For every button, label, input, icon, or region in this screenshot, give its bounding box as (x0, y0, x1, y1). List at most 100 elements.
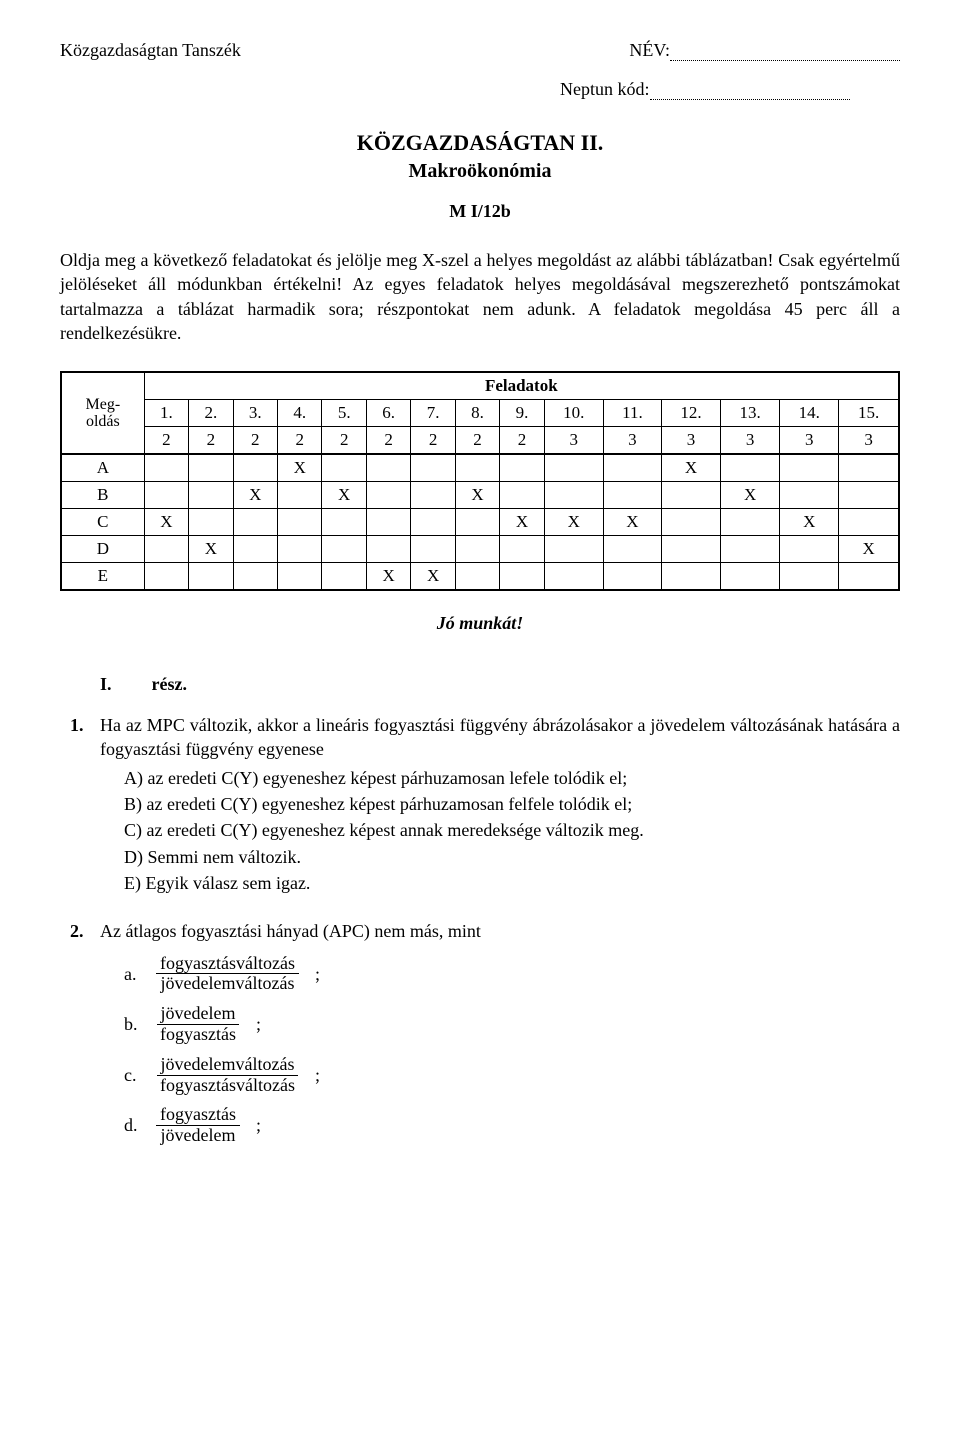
points-cell: 3 (661, 427, 720, 455)
answer-cell (455, 454, 499, 482)
fraction-denominator: fogyasztásváltozás (156, 1076, 299, 1096)
points-cell: 2 (411, 427, 455, 455)
name-blank (670, 42, 900, 61)
points-cell: 2 (189, 427, 233, 455)
fraction-option: a.fogyasztásváltozásjövedelemváltozás; (124, 954, 900, 995)
instructions-paragraph: Oldja meg a következő feladatokat és jel… (60, 248, 900, 345)
semicolon: ; (315, 962, 320, 986)
fraction-denominator: jövedelem (157, 1126, 240, 1146)
answer-cell (278, 509, 322, 536)
fraction-denominator: jövedelemváltozás (157, 974, 299, 994)
col-header: 3. (233, 400, 277, 427)
answer-cell (603, 482, 661, 509)
answer-cell (661, 509, 720, 536)
name-field: NÉV: (629, 40, 900, 61)
label-meg: Meg- (86, 396, 121, 413)
row-header-label: Meg- oldás (61, 372, 144, 454)
answer-cell (233, 454, 277, 482)
answer-cell: X (500, 509, 544, 536)
answer-cell (780, 454, 839, 482)
answer-cell (366, 536, 410, 563)
answer-cell: X (721, 482, 780, 509)
answer-cell (189, 482, 233, 509)
col-header: 7. (411, 400, 455, 427)
answer-cell (780, 563, 839, 591)
question: 2.Az átlagos fogyasztási hányad (APC) ne… (100, 919, 900, 1146)
neptun-field: Neptun kód: (560, 79, 900, 100)
points-cell: 3 (544, 427, 603, 455)
fraction-option-list: a.fogyasztásváltozásjövedelemváltozás; b.… (100, 954, 900, 1146)
row-label: C (61, 509, 144, 536)
answer-cell (366, 509, 410, 536)
answer-cell (278, 563, 322, 591)
col-header: 5. (322, 400, 366, 427)
answer-cell: X (144, 509, 188, 536)
answer-cell (144, 536, 188, 563)
fraction-denominator: fogyasztás (156, 1025, 240, 1045)
answer-cell (500, 563, 544, 591)
fraction-numerator: fogyasztás (156, 1105, 240, 1126)
points-cell: 3 (721, 427, 780, 455)
answer-cell (455, 536, 499, 563)
answer-cell: X (411, 563, 455, 591)
answer-cell (233, 536, 277, 563)
fraction-numerator: fogyasztásváltozás (156, 954, 299, 975)
answer-cell (322, 509, 366, 536)
option: E) Egyik válasz sem igaz. (124, 871, 900, 895)
answer-cell (661, 563, 720, 591)
fraction: jövedelemfogyasztás (156, 1004, 240, 1045)
answer-cell (411, 454, 455, 482)
col-header: 1. (144, 400, 188, 427)
answer-cell: X (366, 563, 410, 591)
answer-cell (278, 482, 322, 509)
option: D) Semmi nem változik. (124, 845, 900, 869)
fraction-option: d.fogyasztásjövedelem; (124, 1105, 900, 1146)
answer-cell (721, 563, 780, 591)
answer-cell (839, 509, 899, 536)
answer-cell (839, 563, 899, 591)
points-cell: 2 (500, 427, 544, 455)
answer-cell (455, 509, 499, 536)
points-cell: 2 (366, 427, 410, 455)
grid-title: Feladatok (144, 372, 899, 400)
header: Közgazdaságtan Tanszék NÉV: (60, 40, 900, 61)
option-label: b. (124, 1012, 144, 1036)
col-header: 11. (603, 400, 661, 427)
answer-cell: X (322, 482, 366, 509)
answer-cell (780, 482, 839, 509)
question: 1.Ha az MPC változik, akkor a lineáris f… (100, 713, 900, 895)
answer-cell (721, 509, 780, 536)
answer-cell (603, 536, 661, 563)
fraction-numerator: jövedelemváltozás (157, 1055, 299, 1076)
answer-cell (661, 536, 720, 563)
option: C) az eredeti C(Y) egyeneshez képest ann… (124, 818, 900, 842)
col-header: 14. (780, 400, 839, 427)
answer-cell (544, 454, 603, 482)
answer-cell (603, 454, 661, 482)
option-label: c. (124, 1063, 144, 1087)
answer-cell (322, 536, 366, 563)
name-label: NÉV: (629, 40, 670, 60)
answer-cell (322, 563, 366, 591)
good-luck: Jó munkát! (60, 613, 900, 634)
option-list: A) az eredeti C(Y) egyeneshez képest pár… (100, 766, 900, 895)
section-heading: I. rész. (60, 674, 900, 695)
answer-cell (233, 563, 277, 591)
answer-cell (544, 482, 603, 509)
answer-cell (839, 454, 899, 482)
fraction-option: b.jövedelemfogyasztás; (124, 1004, 900, 1045)
col-header: 2. (189, 400, 233, 427)
answer-cell (144, 563, 188, 591)
fraction: jövedelemváltozásfogyasztásváltozás (156, 1055, 299, 1096)
answer-cell (721, 536, 780, 563)
points-cell: 2 (233, 427, 277, 455)
col-header: 13. (721, 400, 780, 427)
row-label: A (61, 454, 144, 482)
answer-cell (500, 482, 544, 509)
answer-cell (233, 509, 277, 536)
answer-cell (411, 482, 455, 509)
answer-cell (500, 536, 544, 563)
answer-cell (366, 454, 410, 482)
fraction-option: c.jövedelemváltozásfogyasztásváltozás; (124, 1055, 900, 1096)
answer-cell (455, 563, 499, 591)
